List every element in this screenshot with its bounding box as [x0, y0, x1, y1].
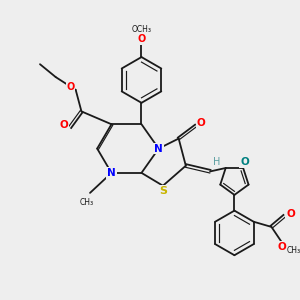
- Text: H: H: [213, 157, 220, 167]
- Text: O: O: [240, 157, 249, 167]
- Text: S: S: [159, 186, 167, 196]
- Text: O: O: [137, 34, 146, 44]
- Text: O: O: [277, 242, 286, 252]
- Text: O: O: [59, 120, 68, 130]
- Text: CH₃: CH₃: [286, 246, 300, 255]
- Text: O: O: [196, 118, 205, 128]
- Text: CH₃: CH₃: [80, 197, 94, 206]
- Text: O: O: [67, 82, 75, 92]
- Text: O: O: [286, 209, 295, 219]
- Text: N: N: [107, 168, 116, 178]
- Text: N: N: [154, 144, 163, 154]
- Text: OCH₃: OCH₃: [131, 25, 152, 34]
